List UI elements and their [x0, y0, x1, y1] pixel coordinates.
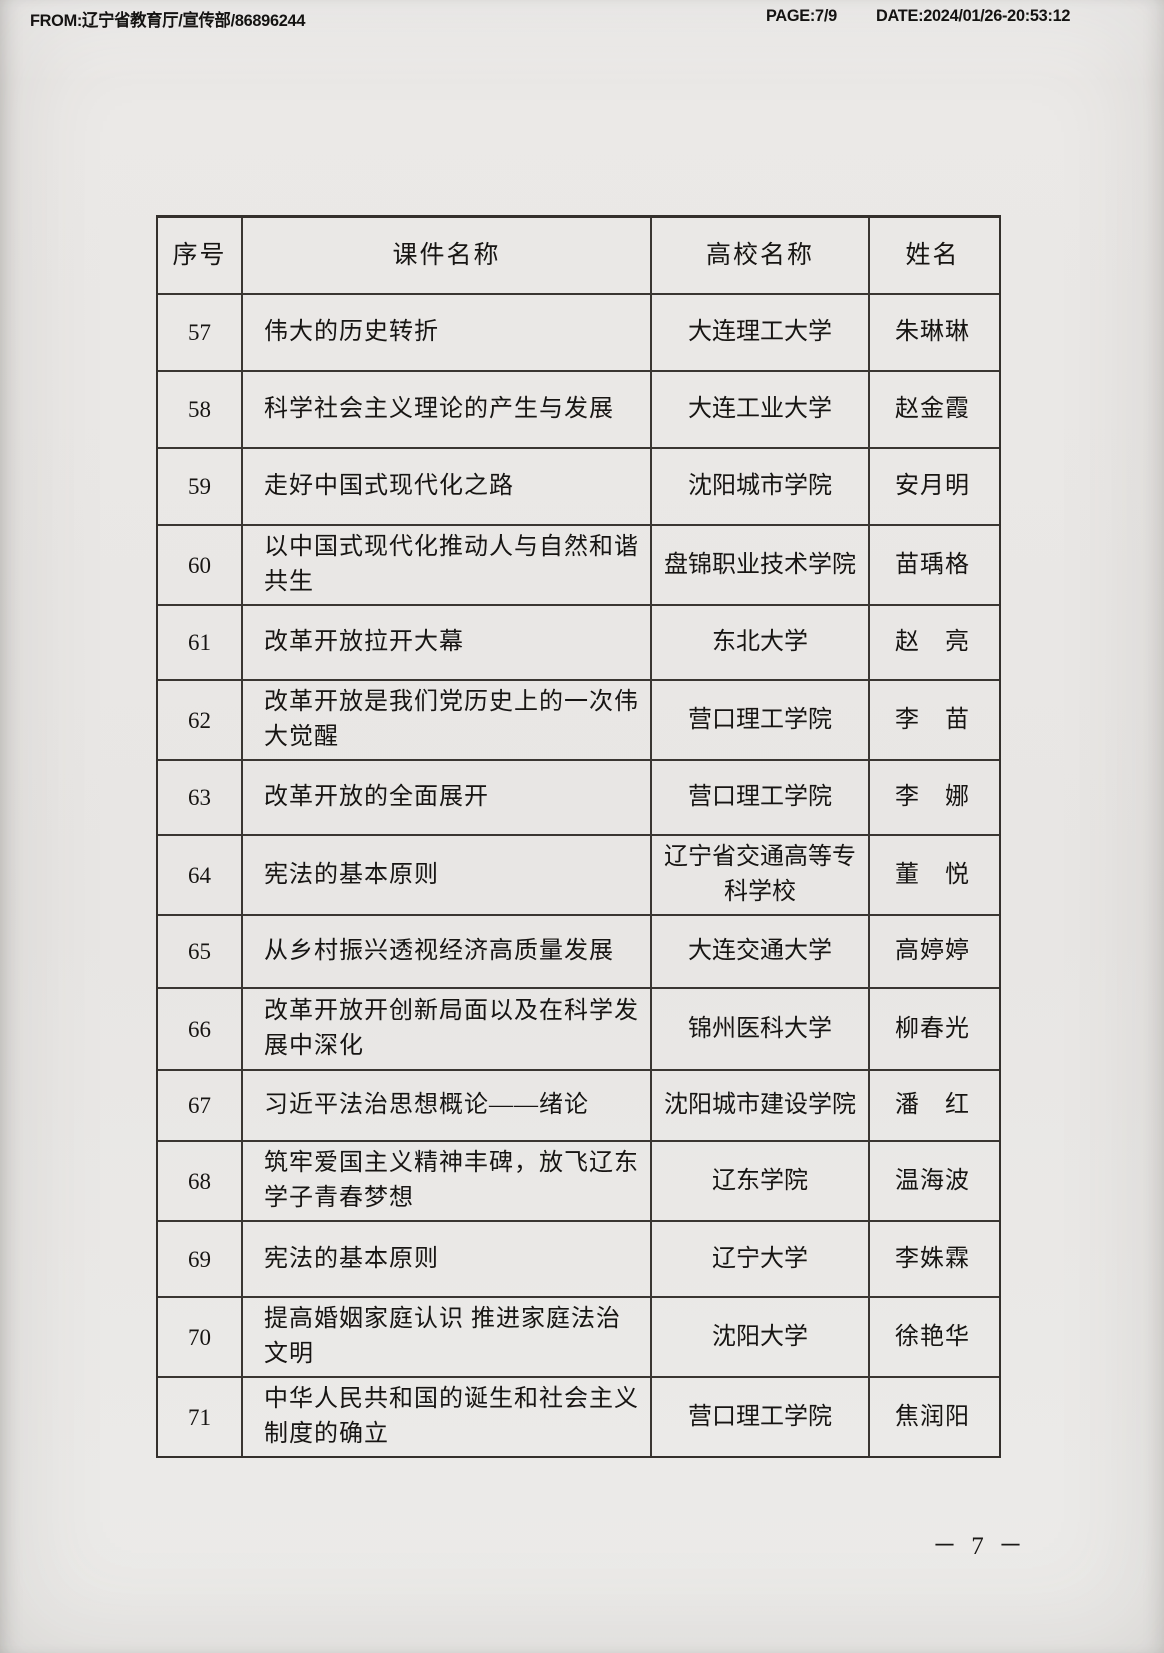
table-row: 70 提高婚姻家庭认识 推进家庭法治文明 沈阳大学 徐艳华 [158, 1298, 999, 1378]
cell-person-name: 高婷婷 [895, 938, 970, 964]
cell-course-title: 伟大的历史转折 [243, 295, 652, 370]
cell-university: 锦州医科大学 [652, 989, 870, 1069]
cell-serial: 60 [158, 526, 243, 604]
column-header-university: 高校名称 [652, 218, 870, 293]
cell-university: 沈阳大学 [652, 1298, 870, 1376]
cell-course-title: 宪法的基本原则 [243, 836, 652, 914]
cell-person-name: 潘 红 [895, 1092, 970, 1118]
cell-person-name: 李 苗 [895, 706, 970, 733]
cell-university: 辽宁大学 [652, 1222, 870, 1296]
cell-serial: 64 [158, 836, 243, 914]
cell-serial: 58 [158, 372, 243, 447]
table-row: 71 中华人民共和国的诞生和社会主义制度的确立 营口理工学院 焦润阳 [158, 1378, 999, 1456]
cell-person-name: 赵 亮 [895, 629, 970, 655]
table-row: 68 筑牢爱国主义精神丰碑，放飞辽东学子青春梦想 辽东学院 温海波 [158, 1142, 999, 1222]
fax-date-stamp: DATE:2024/01/26-20:53:12 [876, 6, 1071, 25]
cell-course-title: 中华人民共和国的诞生和社会主义制度的确立 [243, 1378, 652, 1456]
column-header-person-name: 姓名 [905, 242, 960, 269]
table-row: 66 改革开放开创新局面以及在科学发展中深化 锦州医科大学 柳春光 [158, 989, 999, 1071]
fax-from-line: FROM:辽宁省教育厅/宣传部/86896244 [30, 11, 306, 30]
fax-page-indicator: PAGE:7/9 [766, 6, 837, 25]
cell-course-title: 改革开放的全面展开 [243, 761, 652, 834]
page-number: － 7 － [932, 1533, 1028, 1560]
table-row: 59 走好中国式现代化之路 沈阳城市学院 安月明 [158, 449, 999, 526]
cell-person-name: 董 悦 [895, 861, 970, 888]
cell-course-title: 改革开放是我们党历史上的一次伟大觉醒 [243, 681, 652, 759]
cell-serial: 69 [158, 1222, 243, 1296]
cell-course-title: 从乡村振兴透视经济高质量发展 [243, 916, 652, 987]
table-row: 65 从乡村振兴透视经济高质量发展 大连交通大学 高婷婷 [158, 916, 999, 989]
table-row: 63 改革开放的全面展开 营口理工学院李 娜 [158, 761, 999, 836]
cell-course-title: 提高婚姻家庭认识 推进家庭法治文明 [243, 1298, 652, 1376]
cell-serial: 61 [158, 606, 243, 679]
cell-course-title: 宪法的基本原则 [243, 1222, 652, 1296]
cell-university: 辽东学院 [652, 1142, 870, 1220]
cell-serial: 67 [158, 1071, 243, 1140]
cell-person-name: 赵金霞 [895, 396, 970, 422]
table-row: 60 以中国式现代化推动人与自然和谐共生 盘锦职业技术学院 苗瑀格 [158, 526, 999, 606]
cell-serial: 65 [158, 916, 243, 987]
cell-serial: 63 [158, 761, 243, 834]
cell-serial: 70 [158, 1298, 243, 1376]
cell-person-name: 安月明 [895, 473, 970, 499]
cell-person-name: 柳春光 [895, 1015, 970, 1042]
cell-university: 东北大学 [652, 606, 870, 679]
cell-course-title: 筑牢爱国主义精神丰碑，放飞辽东学子青春梦想 [243, 1142, 652, 1220]
cell-university: 沈阳城市学院 [652, 449, 870, 524]
table-row: 61 改革开放拉开大幕 东北大学赵 亮 [158, 606, 999, 681]
cell-person-name: 焦润阳 [895, 1403, 970, 1430]
table-row: 57 伟大的历史转折 大连理工大学 朱琳琳 [158, 295, 999, 372]
table-body: 57 伟大的历史转折 大连理工大学 朱琳琳 58 科学社会主义理论的产生与发展 大连工业大学… [158, 295, 999, 1456]
cell-university: 大连理工大学 [652, 295, 870, 370]
cell-course-title: 改革开放开创新局面以及在科学发展中深化 [243, 989, 652, 1069]
cell-serial: 71 [158, 1378, 243, 1456]
cell-university: 大连工业大学 [652, 372, 870, 447]
cell-course-title: 科学社会主义理论的产生与发展 [243, 372, 652, 447]
table-row: 64 宪法的基本原则 辽宁省交通高等专科学校董 悦 [158, 836, 999, 916]
cell-serial: 57 [158, 295, 243, 370]
cell-person-name: 徐艳华 [895, 1323, 970, 1350]
cell-course-title: 改革开放拉开大幕 [243, 606, 652, 679]
column-header-serial: 序号 [158, 218, 243, 293]
table-row: 62 改革开放是我们党历史上的一次伟大觉醒 营口理工学院李 苗 [158, 681, 999, 761]
cell-university: 盘锦职业技术学院 [652, 526, 870, 604]
cell-person-name: 李姝霖 [895, 1245, 970, 1272]
courseware-awards-table: 序号 课件名称 高校名称 姓名 57 伟大的历史转折 大连理工大学 朱琳琳 58 科学社会… [156, 215, 1001, 1458]
cell-university: 沈阳城市建设学院 [652, 1071, 870, 1140]
cell-course-title: 以中国式现代化推动人与自然和谐共生 [243, 526, 652, 604]
cell-course-title: 走好中国式现代化之路 [243, 449, 652, 524]
cell-person-name: 朱琳琳 [895, 319, 970, 345]
cell-serial: 59 [158, 449, 243, 524]
table-row: 69 宪法的基本原则 辽宁大学 李姝霖 [158, 1222, 999, 1298]
cell-university: 营口理工学院 [652, 681, 870, 759]
cell-university: 营口理工学院 [652, 761, 870, 834]
table-header-row: 序号 课件名称 高校名称 姓名 [158, 218, 999, 295]
column-header-course-title: 课件名称 [243, 218, 652, 293]
cell-person-name: 苗瑀格 [895, 551, 970, 578]
cell-university: 辽宁省交通高等专科学校 [652, 836, 870, 914]
cell-serial: 68 [158, 1142, 243, 1220]
cell-person-name: 温海波 [895, 1167, 970, 1194]
cell-serial: 62 [158, 681, 243, 759]
cell-course-title: 习近平法治思想概论——绪论 [243, 1071, 652, 1140]
table-row: 58 科学社会主义理论的产生与发展 大连工业大学 赵金霞 [158, 372, 999, 449]
cell-university: 大连交通大学 [652, 916, 870, 987]
table-row: 67 习近平法治思想概论——绪论 沈阳城市建设学院潘 红 [158, 1071, 999, 1142]
cell-university: 营口理工学院 [652, 1378, 870, 1456]
cell-serial: 66 [158, 989, 243, 1069]
cell-person-name: 李 娜 [895, 784, 970, 810]
